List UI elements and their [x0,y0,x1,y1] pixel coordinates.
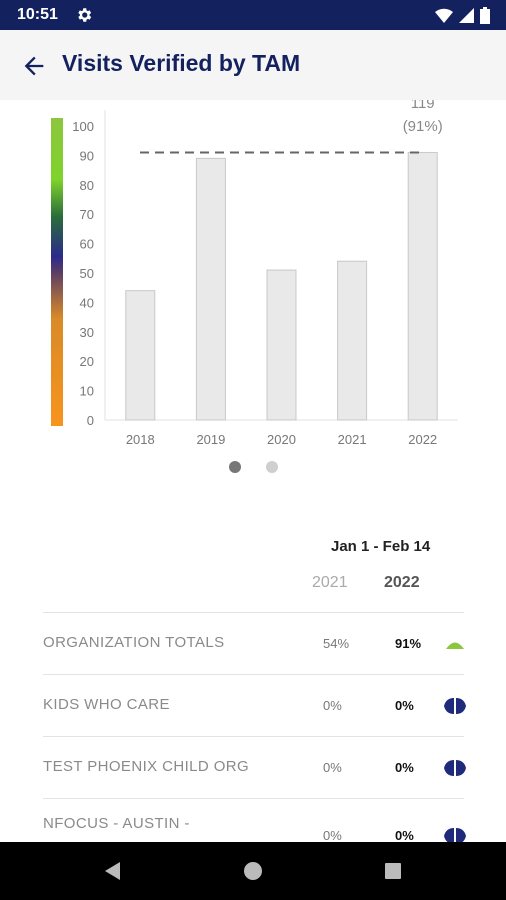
diamond-icon [444,828,466,842]
pager-dot[interactable] [266,461,278,473]
battery-icon [480,7,490,24]
status-icons [435,7,490,24]
main-content[interactable]: 0 10 20 30 40 50 60 70 80 90 100 2018 2019 2020 2021 2… [0,100,506,842]
system-nav-bar [0,842,506,900]
row-cur-value: 0% [395,760,414,775]
wifi-icon [435,8,453,23]
y-tick-label: 30 [80,325,94,340]
x-tick-label: 2020 [267,432,296,447]
bar-2019[interactable] [195,157,226,421]
list-item[interactable]: NFOCUS - AUSTIN - 0% 0% [43,798,466,842]
row-prev-value: 0% [323,828,342,842]
bar-2022[interactable] [407,151,438,421]
diamond-icon [444,698,466,714]
x-tick-label: 2018 [126,432,155,447]
period-label: Jan 1 - Feb 14 [331,538,431,555]
list-item[interactable]: ORGANIZATION TOTALS 54% 91% [43,612,464,674]
bar-value-label-top: 119 [411,100,435,112]
x-tick-label: 2019 [196,432,225,447]
diamond-icon [444,760,466,776]
row-prev-value: 0% [323,760,342,775]
bar-2020[interactable] [266,269,297,421]
row-label: ORGANIZATION TOTALS [43,634,225,651]
y-tick-label: 60 [80,237,94,252]
home-circle-icon[interactable] [241,859,265,883]
y-tick-label: 50 [80,266,94,281]
bar-chart: 0 10 20 30 40 50 60 70 80 90 100 2018 2019 2020 2021 2… [51,100,458,447]
year-prev-header: 2021 [312,574,348,591]
y-tick-label: 0 [87,413,94,428]
triangle-up-icon [446,642,464,649]
y-tick-label: 10 [80,384,94,399]
row-label: TEST PHOENIX CHILD ORG [43,758,250,775]
y-tick-label: 40 [80,295,94,310]
pager-dot-active[interactable] [229,461,241,473]
pager-dots-svg [229,461,278,473]
color-scale-bar [51,118,63,426]
row-cur-value: 91% [395,636,422,651]
row-label: NFOCUS - AUSTIN - [43,815,190,832]
page-title: Visits Verified by TAM [62,50,301,76]
y-tick-label: 80 [80,178,94,193]
status-time: 10:51 [17,6,58,23]
arrow-left-icon[interactable] [20,52,48,80]
y-tick-label: 70 [80,207,94,222]
recents-square-icon[interactable] [381,859,405,883]
bar-2021[interactable] [337,260,368,421]
gear-icon [78,8,92,22]
row-cur-value: 0% [395,828,414,842]
list-item[interactable]: KIDS WHO CARE 0% 0% [43,674,466,736]
y-tick-label: 90 [80,148,94,163]
list-item[interactable]: TEST PHOENIX CHILD ORG 0% 0% [43,736,466,798]
y-tick-label: 20 [80,354,94,369]
bar-2018[interactable] [125,290,156,421]
back-triangle-icon[interactable] [101,859,125,883]
x-tick-label: 2022 [408,432,437,447]
row-prev-value: 0% [323,698,342,713]
bar-value-label: (91%) [403,118,443,135]
row-cur-value: 0% [395,698,414,713]
row-prev-value: 54% [323,636,350,651]
app-bar: Visits Verified by TAM [0,30,506,100]
y-tick-label: 100 [72,119,94,134]
status-bar: 10:51 [0,0,506,30]
year-cur-header: 2022 [384,574,420,591]
signal-icon [459,8,474,23]
row-label: KIDS WHO CARE [43,696,170,713]
x-tick-label: 2021 [338,432,367,447]
